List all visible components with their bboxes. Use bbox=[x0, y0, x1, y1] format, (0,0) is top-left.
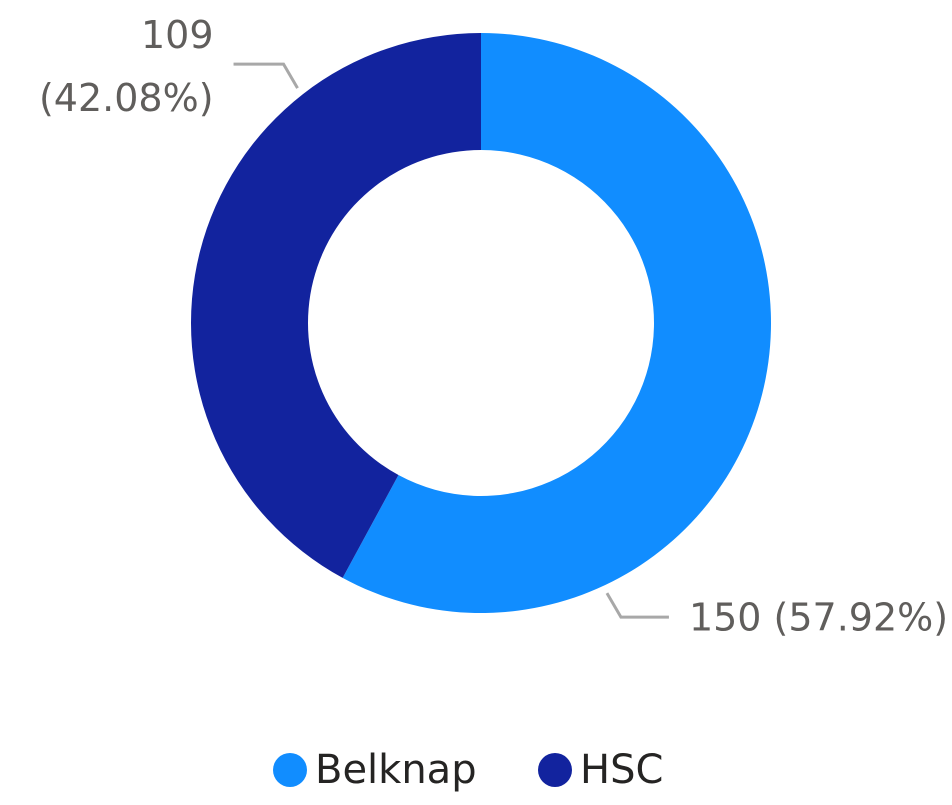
legend-label: Belknap bbox=[315, 747, 477, 793]
legend-marker bbox=[538, 753, 572, 787]
donut-slice bbox=[342, 33, 771, 613]
data-label: 150 (57.92%) bbox=[689, 596, 948, 640]
data-label: 109 (42.08%) bbox=[39, 13, 214, 120]
leader-line bbox=[233, 62, 299, 89]
donut-slice bbox=[190, 33, 481, 578]
leader-line bbox=[605, 592, 669, 619]
legend-marker bbox=[273, 753, 307, 787]
legend-label: HSC bbox=[580, 747, 663, 793]
